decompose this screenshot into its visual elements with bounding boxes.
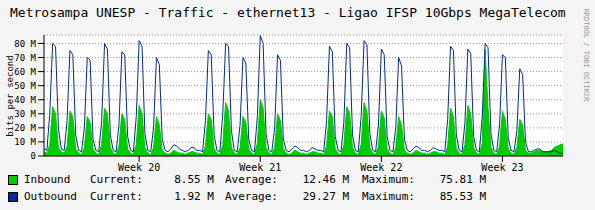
html-text:Average:: Average: [225,190,278,203]
svg-text:Week 23: Week 23 [481,162,523,173]
svg-text:Week 20: Week 20 [118,162,160,173]
html-text:bits per second: bits per second [5,55,15,137]
svg-text:20 M: 20 M [14,123,36,133]
svg-text:70 M: 70 M [14,53,36,63]
html-text:29.27 M: 29.27 M [302,190,349,203]
html-text:85.53 M: 85.53 M [439,190,486,203]
svg-text:0: 0 [31,151,36,161]
html-text:Maximum:: Maximum: [362,173,415,186]
svg-text:50 M: 50 M [14,81,36,91]
html-text:Metrosampa UNESP - Traffic - e: Metrosampa UNESP - Traffic - ethernet13 … [10,5,566,20]
html-text:1.92 M: 1.92 M [174,190,214,203]
svg-text:60 M: 60 M [14,67,36,77]
html-text:75.81 M: 75.81 M [439,173,486,186]
html-text:Maximum:: Maximum: [362,190,415,203]
svg-text:Week 21: Week 21 [239,162,281,173]
html-text:12.46 M: 12.46 M [302,173,349,186]
svg-text:40 M: 40 M [14,95,36,105]
html-text:Current:: Current: [90,190,143,203]
svg-text:80 M: 80 M [14,39,36,49]
html-text:8.55 M: 8.55 M [174,173,214,186]
html-text:Current:: Current: [90,173,143,186]
html-text:Inbound: Inbound [24,173,71,186]
html-text:Average:: Average: [225,173,278,186]
html-text:RRDTOOL / TOBI OETIKER: RRDTOOL / TOBI OETIKER [582,8,590,102]
svg-text:Week 22: Week 22 [360,162,402,173]
svg-text:10 M: 10 M [14,137,36,147]
html-text:Outbound: Outbound [24,190,77,203]
svg-text:30 M: 30 M [14,109,36,119]
